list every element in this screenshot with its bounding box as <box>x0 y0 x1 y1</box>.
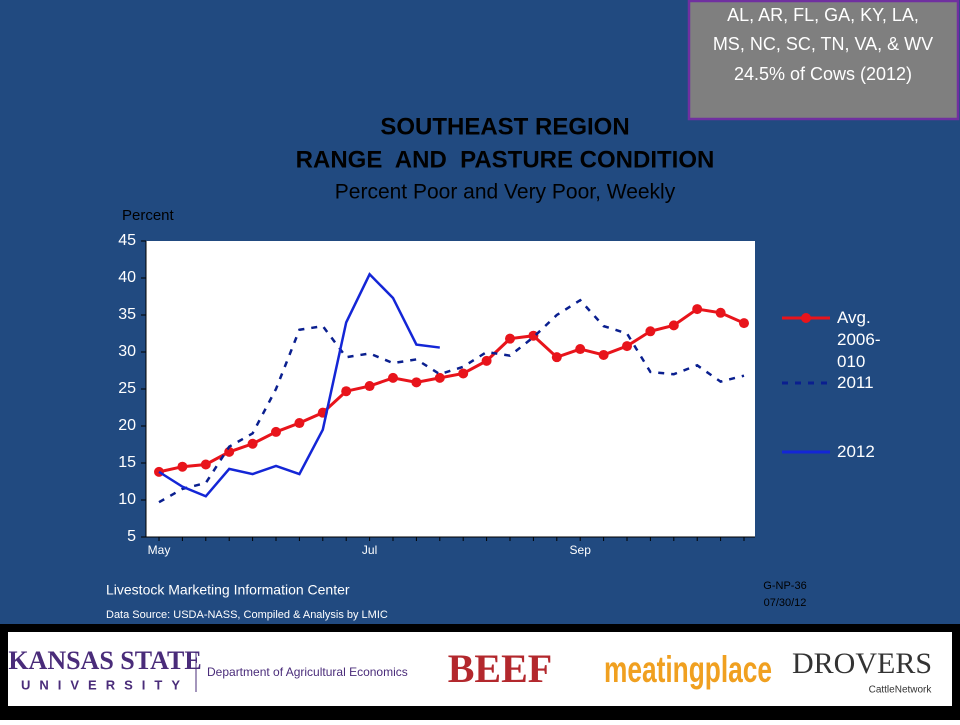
plot-area <box>146 241 755 537</box>
y-tick-label: 5 <box>127 528 136 545</box>
point <box>551 352 562 363</box>
y-tick-label: 40 <box>118 269 136 286</box>
logo-text: meatingplace <box>604 649 772 690</box>
chart-title: SOUTHEAST REGION <box>380 113 629 140</box>
y-tick-label: 30 <box>118 343 136 360</box>
point <box>341 386 352 397</box>
point <box>598 349 609 360</box>
region-text: 24.5% of Cows (2012) <box>734 64 912 84</box>
point <box>200 459 211 470</box>
y-tick-label: 10 <box>118 491 136 508</box>
x-tick-label: Jul <box>362 543 377 557</box>
legend-label: Avg. 2006-010 <box>837 308 881 371</box>
logo-text: CattleNetwork <box>869 685 933 696</box>
x-tick-label: Sep <box>570 543 592 557</box>
legend-marker <box>801 313 811 323</box>
y-tick-label: 20 <box>118 417 136 434</box>
logo-text: BEEF <box>448 646 552 691</box>
y-tick-label: 35 <box>118 306 136 323</box>
point <box>458 368 469 379</box>
point <box>645 326 656 337</box>
footer-text: Livestock Marketing Information Center <box>106 582 350 598</box>
point <box>388 372 398 383</box>
logo-text: UNIVERSITY <box>21 677 189 692</box>
point <box>411 377 422 388</box>
region-text: AL, AR, FL, GA, KY, LA, <box>727 5 919 25</box>
y-tick-label: 45 <box>118 232 136 249</box>
point <box>481 355 492 366</box>
point <box>505 333 515 344</box>
logo-text: KANSAS STATE <box>8 646 201 675</box>
point <box>434 372 445 383</box>
point <box>715 307 726 318</box>
logo-text: Department of Agricultural Economics <box>207 665 408 679</box>
point <box>177 461 188 472</box>
point <box>739 318 749 329</box>
y-tick-label: 25 <box>118 380 136 397</box>
point <box>224 446 235 457</box>
y-tick-label: 15 <box>118 454 136 471</box>
point <box>668 320 679 331</box>
footer-text: Data Source: USDA-NASS, Compiled & Analy… <box>106 609 388 621</box>
legend-label: 2011 <box>837 373 874 392</box>
footer-date: 07/30/12 <box>764 597 807 609</box>
point <box>247 438 258 449</box>
legend-label: 2012 <box>837 442 875 461</box>
point <box>692 304 703 315</box>
logo-band <box>8 632 952 706</box>
point <box>622 341 632 352</box>
footer-code: G-NP-36 <box>763 580 806 592</box>
point <box>575 344 586 355</box>
y-axis-label: Percent <box>122 207 175 224</box>
logo-text: DROVERS <box>792 647 932 680</box>
region-text: MS, NC, SC, TN, VA, & WV <box>713 34 933 54</box>
chart-title: RANGE AND PASTURE CONDITION <box>296 146 715 173</box>
x-tick-label: May <box>148 543 171 557</box>
series-line <box>158 272 440 498</box>
point <box>271 426 281 437</box>
chart-subtitle: Percent Poor and Very Poor, Weekly <box>335 181 676 204</box>
region-box <box>687 0 960 121</box>
point <box>364 381 375 392</box>
point <box>294 418 305 429</box>
